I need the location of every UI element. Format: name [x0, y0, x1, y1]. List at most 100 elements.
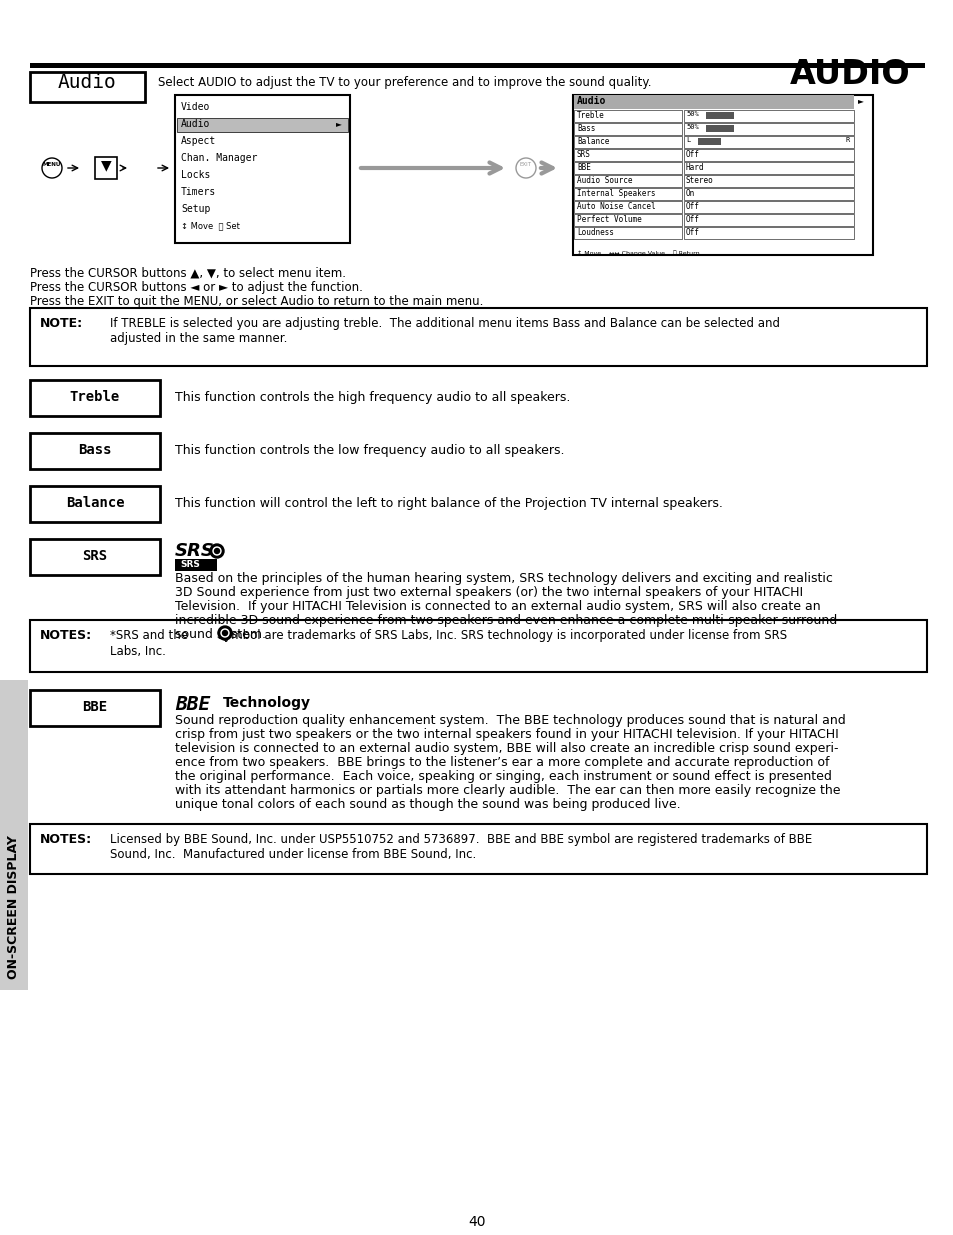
Text: Sound reproduction quality enhancement system.  The BBE technology produces soun: Sound reproduction quality enhancement s…	[174, 714, 845, 727]
Text: Stereo: Stereo	[685, 177, 713, 185]
Bar	[683, 149, 853, 161]
Bar	[733, 125, 760, 132]
Bar	[573, 95, 872, 254]
Bar	[574, 136, 681, 148]
Bar	[574, 149, 681, 161]
Text: MENU: MENU	[43, 162, 61, 167]
Bar	[30, 433, 160, 469]
Text: BBE: BBE	[82, 700, 108, 714]
Circle shape	[218, 626, 232, 640]
Text: NOTES:: NOTES:	[40, 832, 92, 846]
Text: with its attendant harmonics or partials more clearly audible.  The ear can then: with its attendant harmonics or partials…	[174, 784, 840, 797]
Bar	[574, 214, 681, 226]
Text: On: On	[685, 189, 695, 198]
Text: Sound, Inc.  Manufactured under license from BBE Sound, Inc.: Sound, Inc. Manufactured under license f…	[110, 848, 476, 861]
Text: Bass: Bass	[577, 124, 595, 133]
Text: Video: Video	[181, 103, 211, 112]
Bar	[705, 125, 760, 132]
Text: EXIT: EXIT	[519, 162, 532, 167]
Bar	[698, 138, 742, 144]
Text: 50%: 50%	[685, 111, 698, 117]
Bar	[683, 188, 853, 200]
Text: Chan. Manager: Chan. Manager	[181, 153, 257, 163]
Text: Off: Off	[685, 149, 700, 159]
Text: ▼: ▼	[101, 158, 112, 172]
Circle shape	[210, 543, 224, 558]
Bar	[574, 227, 681, 240]
Text: Licensed by BBE Sound, Inc. under USP5510752 and 5736897.  BBE and BBE symbol ar: Licensed by BBE Sound, Inc. under USP551…	[110, 832, 811, 846]
Bar	[683, 214, 853, 226]
Bar	[30, 538, 160, 576]
Text: Off: Off	[685, 203, 700, 211]
Text: If TREBLE is selected you are adjusting treble.  The additional menu items Bass : If TREBLE is selected you are adjusting …	[110, 317, 780, 330]
Text: Technology: Technology	[223, 697, 311, 710]
Text: This function controls the low frequency audio to all speakers.: This function controls the low frequency…	[174, 445, 564, 457]
Text: unique tonal colors of each sound as though the sound was being produced live.: unique tonal colors of each sound as tho…	[174, 798, 679, 811]
Bar	[705, 112, 760, 119]
Text: ►: ►	[335, 119, 341, 128]
Text: sound system.: sound system.	[174, 629, 266, 641]
Text: SRS: SRS	[180, 559, 200, 569]
Text: 50%: 50%	[685, 124, 698, 130]
Text: ence from two speakers.  BBE brings to the listener’s ear a more complete and ac: ence from two speakers. BBE brings to th…	[174, 756, 828, 769]
Bar	[95, 157, 117, 179]
Bar	[574, 175, 681, 186]
Text: television is connected to an external audio system, BBE will also create an inc: television is connected to an external a…	[174, 742, 838, 755]
Text: 40: 40	[468, 1215, 485, 1229]
Text: BBE: BBE	[577, 163, 590, 172]
Text: Auto Noise Cancel: Auto Noise Cancel	[577, 203, 655, 211]
Circle shape	[214, 548, 219, 553]
Bar	[30, 380, 160, 416]
Bar	[683, 201, 853, 212]
Text: crisp from just two speakers or the two internal speakers found in your HITACHI : crisp from just two speakers or the two …	[174, 727, 838, 741]
Bar	[174, 559, 216, 571]
Text: *SRS and the        symbol are trademarks of SRS Labs, Inc. SRS technology is in: *SRS and the symbol are trademarks of SR…	[110, 629, 786, 642]
Text: Press the CURSOR buttons ◄ or ► to adjust the function.: Press the CURSOR buttons ◄ or ► to adjus…	[30, 282, 362, 294]
Text: Audio: Audio	[181, 119, 211, 128]
Bar	[683, 136, 853, 148]
Text: Timers: Timers	[181, 186, 216, 198]
Text: Audio: Audio	[577, 96, 606, 106]
Text: Off: Off	[685, 215, 700, 224]
Text: Aspect: Aspect	[181, 136, 216, 146]
Bar	[30, 72, 145, 103]
Text: Select AUDIO to adjust the TV to your preference and to improve the sound qualit: Select AUDIO to adjust the TV to your pr…	[158, 77, 651, 89]
Text: Television.  If your HITACHI Television is connected to an external audio system: Television. If your HITACHI Television i…	[174, 600, 820, 613]
Text: SRS: SRS	[82, 550, 108, 563]
Text: R: R	[845, 137, 849, 143]
Text: Perfect Volume: Perfect Volume	[577, 215, 641, 224]
Text: This function will control the left to right balance of the Projection TV intern: This function will control the left to r…	[174, 496, 722, 510]
Bar	[574, 162, 681, 174]
Text: Loudness: Loudness	[577, 228, 614, 237]
Text: Off: Off	[685, 228, 700, 237]
Text: BBE: BBE	[174, 695, 210, 714]
Text: Locks: Locks	[181, 170, 211, 180]
Bar	[574, 124, 681, 135]
Text: incredible 3D sound experience from two speakers and even enhance a complete mul: incredible 3D sound experience from two …	[174, 614, 837, 627]
Bar	[683, 175, 853, 186]
Text: Setup: Setup	[181, 204, 211, 214]
Text: SRS: SRS	[174, 542, 214, 559]
Text: Press the EXIT to quit the MENU, or select Audio to return to the main menu.: Press the EXIT to quit the MENU, or sele…	[30, 295, 483, 308]
Text: Labs, Inc.: Labs, Inc.	[110, 645, 166, 658]
Text: Treble: Treble	[577, 111, 604, 120]
Text: Audio: Audio	[57, 73, 116, 91]
Text: 3D Sound experience from just two external speakers (or) the two internal speake: 3D Sound experience from just two extern…	[174, 585, 802, 599]
Text: ON-SCREEN DISPLAY: ON-SCREEN DISPLAY	[8, 835, 20, 979]
Text: the original performance.  Each voice, speaking or singing, each instrument or s: the original performance. Each voice, sp…	[174, 769, 831, 783]
Bar	[30, 308, 926, 366]
Circle shape	[222, 631, 227, 636]
Text: adjusted in the same manner.: adjusted in the same manner.	[110, 332, 287, 345]
Bar	[30, 824, 926, 874]
Text: Bass: Bass	[78, 443, 112, 457]
Bar	[683, 124, 853, 135]
Bar	[683, 227, 853, 240]
Text: ↕ Move    ↔↔ Change Value    Ⓔ Return: ↕ Move ↔↔ Change Value Ⓔ Return	[577, 249, 699, 256]
Text: Internal Speakers: Internal Speakers	[577, 189, 655, 198]
Text: Based on the principles of the human hearing system, SRS technology delivers and: Based on the principles of the human hea…	[174, 572, 832, 585]
Bar	[30, 620, 926, 672]
Text: This function controls the high frequency audio to all speakers.: This function controls the high frequenc…	[174, 391, 570, 404]
Bar	[574, 201, 681, 212]
Circle shape	[213, 547, 221, 555]
Bar	[574, 110, 681, 122]
